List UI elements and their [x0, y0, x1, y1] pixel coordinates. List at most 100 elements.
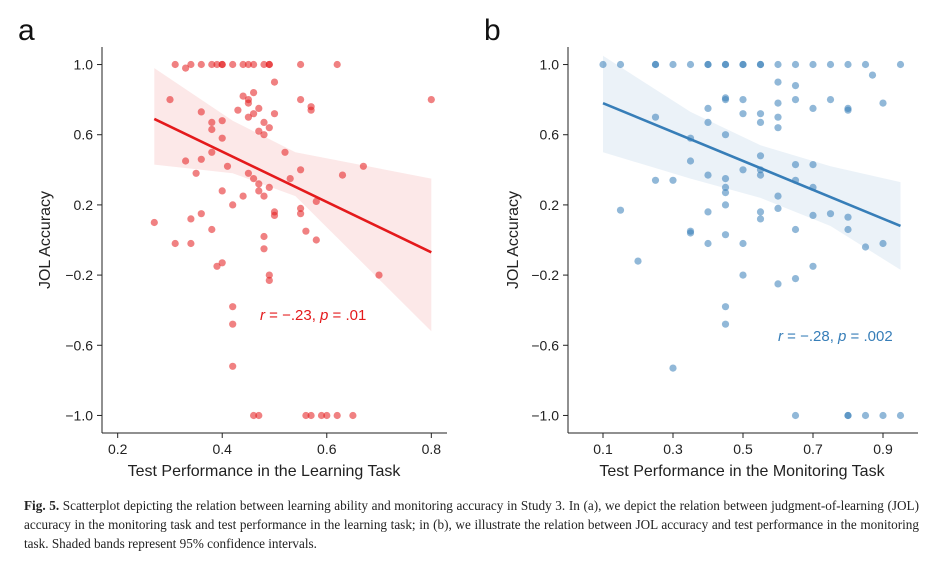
panel-a-data-point — [317, 411, 326, 420]
panel-a-x-tick-label: 0.2 — [108, 441, 128, 457]
panel-a-data-point — [197, 210, 205, 218]
panel-a-data-point — [255, 104, 263, 112]
panel-b-data-point — [721, 94, 730, 102]
panel-b-data-point — [879, 99, 887, 107]
panel-b-data-point — [791, 225, 800, 234]
panel-a-data-point — [260, 60, 268, 69]
panel-a-data-point — [223, 162, 232, 170]
panel-b-ticks: 0.1 0.3 0.5 0.7 0.9 1.0 0.6 0.2 −0.2 −0.6 −1.0 — [531, 57, 893, 457]
panel-b-letter: b — [484, 14, 501, 47]
panel-b-r-value: = −.28, — [783, 328, 838, 345]
panel-a-data-point — [270, 110, 279, 118]
panel-b-data-point — [809, 161, 817, 169]
panel-b-data-point — [599, 60, 607, 69]
panel-b-data-point — [669, 60, 677, 69]
panel-b-ci-band — [603, 55, 901, 270]
panel-b-data-point — [721, 201, 730, 209]
panel-a-data-point — [307, 411, 315, 420]
panel-b-x-tick-label: 0.5 — [733, 441, 753, 457]
panel-b-data-point — [774, 192, 782, 200]
panel-a-r-value: = −.23, — [265, 307, 320, 324]
panel-a-y-tick-label: −1.0 — [65, 407, 93, 423]
panel-a-data-point — [323, 411, 331, 420]
panel-a-data-point — [192, 169, 200, 177]
panel-a-data-point — [229, 320, 237, 328]
panel-a-data-point — [297, 204, 305, 212]
panel-a-fit-line — [153, 117, 432, 254]
panel-b-y-tick-label: 0.6 — [540, 127, 560, 143]
panel-b-data-point — [739, 166, 747, 174]
panel-a-data-point — [187, 60, 195, 69]
panel-b-data-point — [791, 411, 800, 420]
panel-b-data-point — [739, 60, 747, 69]
panel-b-data-point — [704, 208, 712, 216]
panel-a-data-point — [166, 96, 174, 104]
panel-b-data-point — [756, 118, 765, 126]
panel-b-y-tick-label: 0.2 — [540, 197, 560, 213]
panel-b-data-point — [721, 131, 730, 139]
panel-a-data-point — [208, 148, 216, 156]
panel-a-data-point — [265, 60, 273, 69]
panel-a-data-point — [255, 187, 263, 195]
panel-a-data-point — [260, 131, 268, 139]
panel-b-data-point — [791, 96, 800, 104]
panel-b-r-label: r — [778, 328, 784, 345]
panel-a-data-point — [250, 89, 258, 97]
panel-b-p-value: = .002 — [846, 328, 892, 345]
panel-a-data-point — [197, 155, 205, 163]
panel-a-data-point — [297, 210, 305, 218]
panel-a-data-point — [150, 218, 158, 227]
panel-a-data-point — [359, 162, 367, 170]
panel-a-data-point — [244, 99, 252, 107]
panel-b-data-point — [721, 189, 730, 197]
panel-a-r-label: r — [260, 307, 266, 324]
panel-b-data-point — [756, 171, 765, 179]
panel-b-data-point — [704, 239, 712, 248]
panel-a-p-label: p — [319, 307, 328, 324]
panel-b-data-point — [774, 124, 782, 132]
panel-a-points — [150, 60, 435, 420]
panel-a-data-point — [270, 211, 279, 219]
panel-a-y-tick-label: 0.6 — [74, 127, 94, 143]
panel-b-data-point — [896, 411, 905, 420]
panel-a-data-point — [229, 60, 237, 69]
panel-b-y-tick-label: 1.0 — [540, 57, 560, 73]
panel-a-data-point — [297, 166, 305, 174]
panel-a-data-point — [265, 271, 273, 279]
panel-b-xlabel: Test Performance in the Monitoring Task — [599, 463, 885, 480]
panel-a-ylabel: JOL Accuracy — [37, 191, 54, 289]
panel-b-data-point — [809, 211, 817, 219]
panel-b-data-point — [756, 215, 765, 223]
panel-a-data-point — [265, 124, 273, 132]
panel-b-data-point — [721, 175, 730, 183]
panel-b-data-point — [686, 229, 695, 237]
panel-a-data-point — [229, 362, 237, 370]
panel-a-data-point — [260, 118, 268, 126]
panel-a-data-point — [229, 201, 237, 209]
figure-caption: Fig. 5. Scatterplot depicting the relati… — [24, 496, 919, 553]
panel-b-data-point — [826, 210, 835, 218]
panel-a-data-point — [208, 225, 216, 234]
panel-b-ylabel: JOL Accuracy — [505, 191, 522, 289]
panel-b-data-point — [861, 411, 870, 420]
panel-a-data-point — [281, 148, 289, 156]
panel-a-data-point — [260, 192, 268, 200]
panel-b-data-point — [809, 104, 817, 112]
panel-a-data-point — [171, 239, 179, 248]
panel-b-data-point — [721, 303, 730, 311]
panel-a-data-point — [218, 117, 226, 125]
panel-b-data-point — [809, 262, 817, 270]
panel-b-data-point — [616, 206, 625, 214]
panel-b-x-tick-label: 0.1 — [593, 441, 613, 457]
panel-a-y-tick-label: 1.0 — [74, 57, 94, 73]
panel-b-data-point — [704, 171, 712, 179]
panel-b-data-point — [669, 176, 677, 184]
panel-a-data-point — [218, 259, 226, 267]
panel-b-data-point — [704, 104, 712, 112]
panel-a-data-point — [250, 411, 258, 420]
panel-b-data-point — [861, 60, 870, 69]
panel-a-data-point — [197, 108, 205, 116]
panel-b: b 0.1 0.3 0.5 0.7 0.9 1.0 0.6 0.2 −0.2 −0.6 −1.0 T… — [484, 14, 918, 480]
panel-b-x-tick-label: 0.9 — [873, 441, 893, 457]
panel-a-ci-area — [154, 68, 432, 332]
